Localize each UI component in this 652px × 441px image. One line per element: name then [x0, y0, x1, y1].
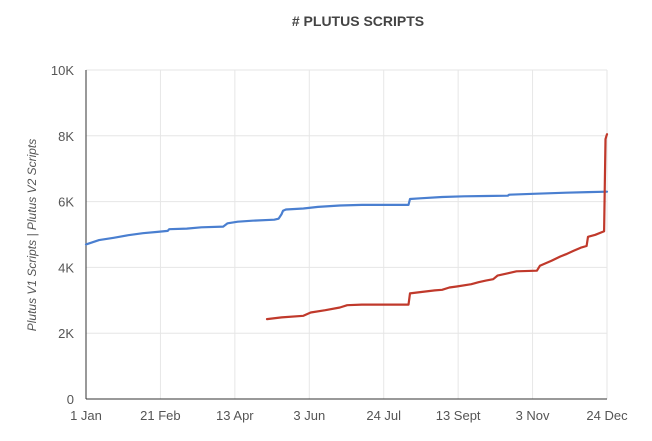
y-tick-label: 2K	[58, 326, 74, 341]
y-tick-label: 6K	[58, 195, 74, 210]
x-tick-label: 1 Jan	[70, 408, 102, 423]
y-axis-tick-labels: 0 2K 4K 6K 8K 10K	[51, 63, 74, 407]
y-tick-label: 0	[67, 392, 74, 407]
x-tick-label: 13 Apr	[216, 408, 254, 423]
x-tick-label: 24 Jul	[366, 408, 401, 423]
series-line-plutus-v1	[84, 190, 609, 246]
chart-title: # PLUTUS SCRIPTS	[292, 13, 424, 29]
axes	[85, 70, 607, 400]
x-tick-label: 3 Jun	[293, 408, 325, 423]
x-tick-label: 3 Nov	[516, 408, 550, 423]
x-tick-label: 13 Sept	[436, 408, 481, 423]
x-axis-tick-labels: 1 Jan 21 Feb 13 Apr 3 Jun 24 Jul 13 Sept 3 Nov…	[70, 408, 628, 423]
y-tick-label: 8K	[58, 129, 74, 144]
y-tick-label: 4K	[58, 260, 74, 275]
y-tick-label: 10K	[51, 63, 74, 78]
y-axis-title: Plutus V1 Scripts | Plutus V2 Scripts	[25, 139, 39, 332]
x-tick-label: 21 Feb	[140, 408, 180, 423]
grid	[86, 69, 608, 399]
series-line-plutus-v2	[265, 133, 609, 321]
x-tick-label: 24 Dec	[586, 408, 628, 423]
series-lines	[84, 133, 609, 321]
